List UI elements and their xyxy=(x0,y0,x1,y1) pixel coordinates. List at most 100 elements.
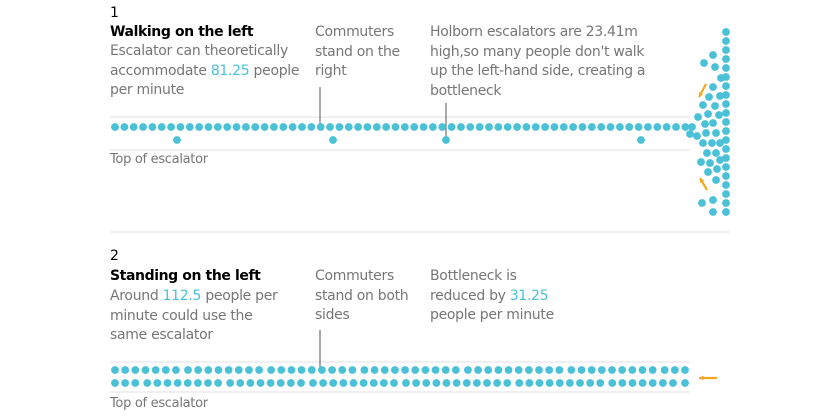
walking-person-dot xyxy=(644,123,652,131)
walking-person-dot xyxy=(195,123,204,131)
queue-person-dot xyxy=(722,172,730,180)
merge-arrow-up-icon-head xyxy=(700,178,705,183)
queue-person-dot xyxy=(700,59,708,67)
queue-person-dot xyxy=(709,83,717,91)
section2-number: 2 xyxy=(110,248,119,264)
person-dot xyxy=(370,366,379,374)
person-dot xyxy=(266,379,275,387)
queue-person-dot xyxy=(693,132,701,140)
queue-person-dot xyxy=(709,51,717,59)
walking-person-dot xyxy=(167,123,176,131)
person-dot xyxy=(204,379,212,387)
person-dot xyxy=(618,379,627,387)
walking-person-dot xyxy=(363,123,372,131)
walking-person-dot xyxy=(410,123,419,131)
walking-person-dot xyxy=(494,123,503,131)
walking-person-dot xyxy=(335,123,344,131)
queue-person-dot xyxy=(722,163,730,171)
walking-person-dot xyxy=(625,123,634,131)
section2-top-of-escalator: Top of escalator xyxy=(110,396,208,411)
person-dot xyxy=(319,379,328,387)
queue-person-dot xyxy=(722,136,730,144)
walking-person-dot xyxy=(139,123,147,131)
queue-person-dot xyxy=(709,196,717,204)
person-dot xyxy=(379,379,388,387)
person-dot xyxy=(121,379,130,387)
person-dot xyxy=(535,379,544,387)
queue-person-dot xyxy=(722,28,730,36)
queue-person-dot xyxy=(722,55,730,63)
walking-person-dot xyxy=(279,123,288,131)
person-dot xyxy=(172,366,180,374)
walking-person-dot xyxy=(606,123,615,131)
queue-person-dot xyxy=(722,91,730,99)
person-dot xyxy=(224,366,233,374)
walking-person-dot xyxy=(653,123,662,131)
person-dot xyxy=(628,366,637,374)
person-dot xyxy=(431,366,440,374)
merge-arrow-down-icon-head xyxy=(698,92,704,97)
person-dot xyxy=(391,366,399,374)
person-dot xyxy=(422,379,431,387)
person-dot xyxy=(121,366,130,374)
person-dot xyxy=(628,379,637,387)
person-dot xyxy=(658,379,667,387)
walking-person-dot xyxy=(372,123,381,131)
person-dot xyxy=(432,379,441,387)
section1-number: 1 xyxy=(110,5,119,21)
walking-person-dot xyxy=(429,123,437,131)
person-dot xyxy=(143,379,152,387)
walking-person-dot xyxy=(232,123,241,131)
person-dot xyxy=(214,366,223,374)
person-dot xyxy=(349,379,358,387)
person-dot xyxy=(246,379,255,387)
person-dot xyxy=(338,366,347,374)
person-dot xyxy=(555,379,564,387)
person-dot xyxy=(681,366,689,374)
walking-person-dot xyxy=(457,123,465,131)
queue-person-dot xyxy=(709,208,717,216)
queue-person-dot xyxy=(722,127,730,135)
person-dot xyxy=(111,366,119,374)
walking-person-dot xyxy=(316,123,325,131)
queue-person-dot xyxy=(722,208,730,216)
person-dot xyxy=(494,366,503,374)
queue-person-dot xyxy=(708,139,716,147)
person-dot xyxy=(255,366,264,374)
walking-person-dot xyxy=(344,123,353,131)
person-dot xyxy=(348,366,357,374)
person-dot xyxy=(277,366,286,374)
walking-person-dot xyxy=(354,123,362,131)
queue-person-dot xyxy=(722,118,730,126)
person-dot xyxy=(577,366,586,374)
queue-person-dot xyxy=(717,74,725,82)
person-dot xyxy=(442,379,451,387)
person-dot xyxy=(596,379,605,387)
person-dot xyxy=(131,366,140,374)
person-dot xyxy=(267,366,276,374)
queue-person-dot xyxy=(701,120,709,128)
walking-person-dot xyxy=(559,123,568,131)
person-dot xyxy=(597,366,606,374)
person-dot xyxy=(618,366,627,374)
section2-title: Standing on the left xyxy=(110,268,261,284)
person-dot xyxy=(194,366,203,374)
walking-person-dot xyxy=(550,123,559,131)
walking-person-dot xyxy=(513,123,521,131)
walking-person-dot xyxy=(242,123,250,131)
walking-person-dot xyxy=(447,123,456,131)
queue-person-dot xyxy=(722,181,730,189)
standing-person-dot xyxy=(442,136,450,144)
person-dot xyxy=(483,379,491,387)
walking-person-dot xyxy=(681,123,690,131)
walking-person-dot xyxy=(111,123,119,131)
queue-person-dot xyxy=(716,139,724,147)
person-dot xyxy=(524,366,533,374)
queue-person-dot xyxy=(704,110,712,118)
walking-person-dot xyxy=(391,123,400,131)
person-dot xyxy=(515,379,524,387)
person-dot xyxy=(567,366,576,374)
person-dot xyxy=(587,366,596,374)
person-dot xyxy=(411,366,420,374)
person-dot xyxy=(608,379,617,387)
